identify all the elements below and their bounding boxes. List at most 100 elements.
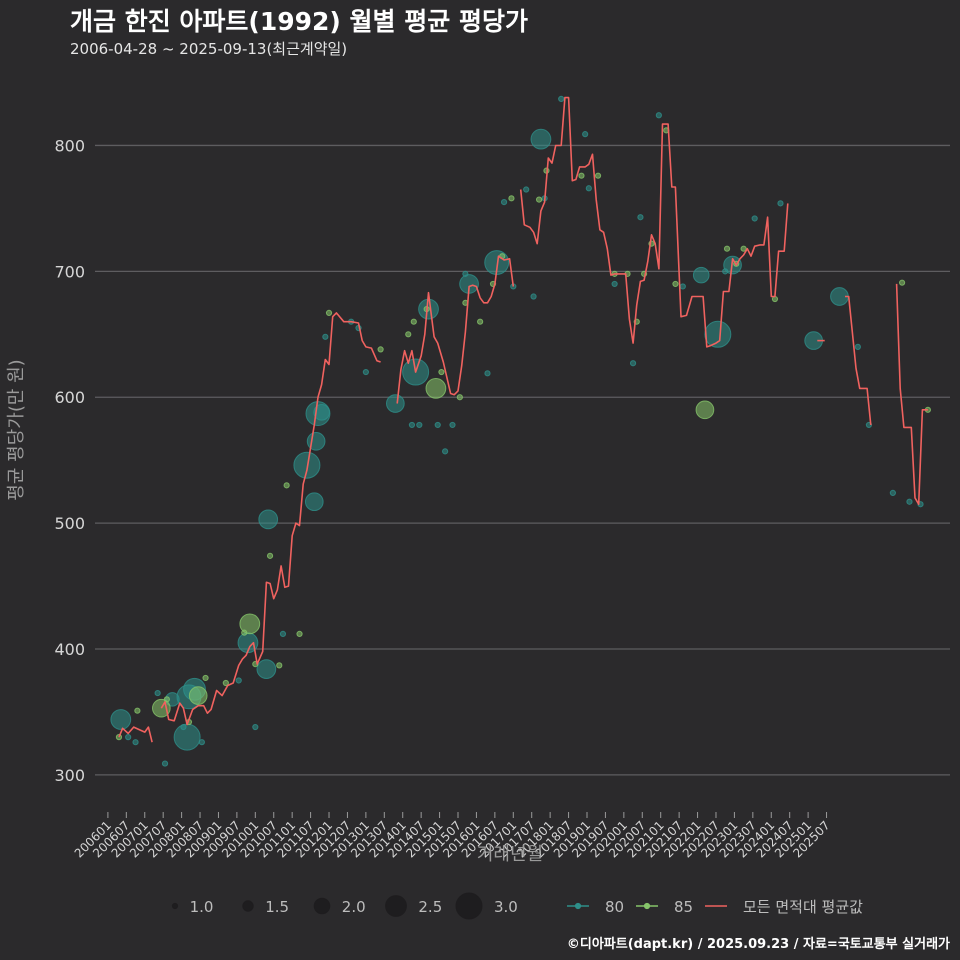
scatter-point-85 (188, 686, 208, 705)
scatter-point-80 (751, 215, 758, 222)
legend: 1.0 1.5 2.0 2.5 3.0 80 85 모든 면적대 평균값 (171, 892, 863, 920)
y-tick-label: 800 (54, 136, 85, 155)
grid-layer (95, 144, 950, 776)
scatter-point-80 (386, 394, 405, 413)
y-axis-label: 평균 평당가(만 원) (6, 359, 27, 500)
scatter-point-80 (322, 333, 329, 340)
scatter-point-85 (438, 368, 445, 376)
y-tick-label: 400 (54, 640, 85, 659)
scatter-point-85 (535, 196, 543, 203)
scatter-point-85 (325, 309, 333, 316)
x-axis-label: 거래년월 (477, 844, 543, 865)
scatter-point-85 (222, 679, 229, 687)
scatter-point-85 (377, 346, 384, 353)
scatter-point-80 (906, 498, 913, 505)
legend-swatch-dot (643, 902, 651, 910)
scatter-point-85 (695, 400, 715, 420)
scatter-point-85 (296, 630, 303, 638)
scatter-point-80 (256, 659, 277, 680)
legend-entry-label: 80 (605, 898, 624, 916)
scatter-point-80 (304, 492, 324, 512)
scatter-point-80 (704, 320, 732, 348)
scatter-point-80 (198, 739, 205, 746)
scatter-point-85 (405, 331, 412, 338)
average-line-segment (519, 96, 789, 348)
scatter-point-80 (611, 280, 618, 288)
scatter-point-85 (202, 674, 209, 682)
scatter-point-80 (484, 370, 491, 377)
scatter-point-80 (132, 739, 139, 746)
y-tick-label: 700 (54, 262, 85, 281)
size-legend-label: 3.0 (494, 898, 518, 916)
size-legend-label: 1.5 (265, 898, 289, 916)
legend-entry-label: 85 (674, 898, 693, 916)
scatter-point-80 (173, 723, 201, 751)
average-line-segment (895, 283, 928, 505)
scatter-point-80 (442, 448, 449, 455)
scatter-point-80 (258, 509, 279, 530)
legend-entry-label: 모든 면적대 평균값 (743, 898, 863, 916)
scatter-point-85 (594, 172, 602, 179)
scatter-point-80 (500, 199, 508, 206)
size-legend-dot (385, 895, 407, 917)
scatter-point-80 (692, 266, 710, 284)
scatter-point-85 (410, 318, 417, 325)
y-tick-label: 300 (54, 766, 85, 785)
scatter-point-80 (408, 421, 416, 429)
size-legend-label: 1.0 (190, 898, 214, 916)
scatter-point-80 (530, 293, 537, 300)
legend-swatch-dot (574, 902, 582, 910)
scatter-point-80 (110, 709, 132, 730)
scatter-point-80 (530, 128, 552, 150)
scatter-point-80 (585, 185, 592, 192)
scatter-point-85 (898, 279, 906, 286)
scatter-point-80 (125, 734, 132, 741)
scatter-point-80 (235, 677, 242, 684)
scatter-point-85 (508, 195, 515, 202)
scatter-point-85 (477, 318, 484, 325)
scatter-point-85 (578, 172, 585, 179)
scatter-point-85 (425, 378, 447, 399)
average-line-segment (396, 255, 515, 404)
scatter-point-85 (163, 696, 170, 703)
scatter-point-80 (434, 421, 441, 429)
size-legend-dot (242, 900, 254, 912)
y-tick-labels: 300 400 500 600 700 800 (54, 136, 85, 784)
scatter-point-80 (279, 630, 287, 638)
scatter-point-85 (283, 482, 290, 489)
scatter-point-80 (252, 723, 259, 731)
average-line-segment (160, 312, 381, 726)
source-caption: ©디아파트(dapt.kr) / 2025.09.23 / 자료=국토교통부 실… (566, 937, 950, 952)
scatter-point-85 (456, 394, 463, 401)
scatter-point-80 (629, 360, 637, 367)
size-legend-dot (171, 902, 179, 910)
average-line-segment (118, 726, 153, 743)
scatter-point-80 (582, 131, 589, 138)
scatter-point-80 (154, 689, 161, 697)
scatter-point-85 (723, 245, 731, 252)
scatter-point-80 (777, 200, 784, 207)
scatter-point-80 (558, 95, 565, 102)
y-tick-label: 600 (54, 388, 85, 407)
size-legend-label: 2.0 (342, 898, 366, 916)
scatter-point-85 (276, 662, 283, 669)
size-legend-label: 2.5 (418, 898, 442, 916)
scatter-point-85 (239, 613, 261, 635)
scatter-point-80 (416, 421, 423, 429)
y-tick-label: 500 (54, 514, 85, 533)
scatter-point-80 (637, 214, 644, 221)
scatter-point-80 (854, 343, 861, 350)
scatter-point-80 (679, 283, 686, 290)
scatter-point-80 (523, 186, 530, 193)
average-line-layer (118, 96, 928, 743)
chart-title: 개금 한진 아파트(1992) 월별 평균 평당가 (70, 7, 528, 36)
scatter-point-85 (740, 245, 747, 252)
scatter-point-80 (655, 112, 662, 119)
size-legend-dot (455, 892, 483, 920)
size-legend-dot (313, 897, 331, 915)
scatter-layer (110, 95, 931, 767)
scatter-point-80 (313, 404, 330, 421)
scatter-point-85 (672, 280, 679, 288)
x-tick-labels: 2006012006072007012007072008012008072009… (72, 812, 833, 861)
